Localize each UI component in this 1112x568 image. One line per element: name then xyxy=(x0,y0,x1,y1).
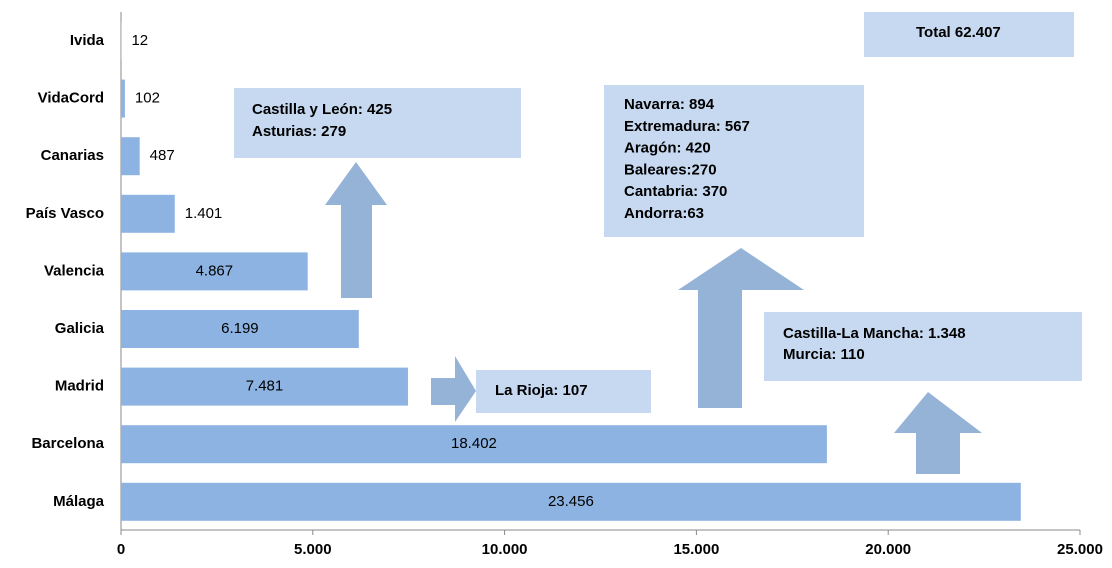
x-tick-label: 15.000 xyxy=(673,541,719,558)
annotation-text: Andorra:63 xyxy=(624,205,704,222)
value-label: 1.401 xyxy=(185,205,223,222)
category-label: Canarias xyxy=(41,147,104,164)
annotation-text: Castilla-La Mancha: 1.348 xyxy=(783,325,966,342)
bar xyxy=(121,194,175,233)
bar xyxy=(121,425,827,464)
annotation-text: Navarra: 894 xyxy=(624,96,715,113)
value-label: 12 xyxy=(131,32,148,49)
category-label: Barcelona xyxy=(31,435,104,452)
arrow xyxy=(325,162,387,298)
arrows xyxy=(325,162,982,474)
category-label: Galicia xyxy=(55,320,105,337)
annotation-text: La Rioja: 107 xyxy=(495,382,588,399)
x-tick-label: 25.000 xyxy=(1057,541,1103,558)
arrow xyxy=(678,248,804,408)
bar xyxy=(121,79,125,118)
annotation-text: Extremadura: 567 xyxy=(624,118,750,135)
value-label: 23.456 xyxy=(548,493,594,510)
value-label: 102 xyxy=(135,90,160,107)
annotation-text: Total 62.407 xyxy=(916,24,1001,41)
value-label: 6.199 xyxy=(221,320,259,337)
bar xyxy=(121,252,308,291)
annotation-text: Castilla y León: 425 xyxy=(252,101,392,118)
category-label: Málaga xyxy=(53,493,105,510)
value-label: 487 xyxy=(150,147,175,164)
bar xyxy=(121,310,359,348)
category-label: Ivida xyxy=(70,32,105,49)
category-label: Valencia xyxy=(44,262,105,279)
value-label: 4.867 xyxy=(196,262,234,279)
value-label: 18.402 xyxy=(451,435,497,452)
x-tick-label: 10.000 xyxy=(482,541,528,558)
category-label: Madrid xyxy=(55,378,104,395)
annotation-text: Asturias: 279 xyxy=(252,123,346,140)
category-label: País Vasco xyxy=(26,205,104,222)
x-tick-label: 5.000 xyxy=(294,541,332,558)
x-tick-label: 0 xyxy=(117,541,125,558)
bar xyxy=(121,482,1021,521)
annotation-text: Cantabria: 370 xyxy=(624,183,727,200)
annotation-box xyxy=(764,312,1082,381)
annotation-text: Murcia: 110 xyxy=(783,346,865,363)
category-label: VidaCord xyxy=(38,90,104,107)
annotation-box xyxy=(864,12,1074,57)
annotation-text: Baleares:270 xyxy=(624,161,717,178)
annotation-box xyxy=(234,88,521,158)
annotation-text: Aragón: 420 xyxy=(624,140,711,157)
x-tick-label: 20.000 xyxy=(865,541,911,558)
value-label: 7.481 xyxy=(246,378,284,395)
annotation-box xyxy=(476,370,651,413)
annotation-box xyxy=(604,85,864,237)
arrow xyxy=(431,356,476,422)
bar xyxy=(121,137,140,176)
arrow xyxy=(894,392,982,474)
bar xyxy=(121,367,408,406)
